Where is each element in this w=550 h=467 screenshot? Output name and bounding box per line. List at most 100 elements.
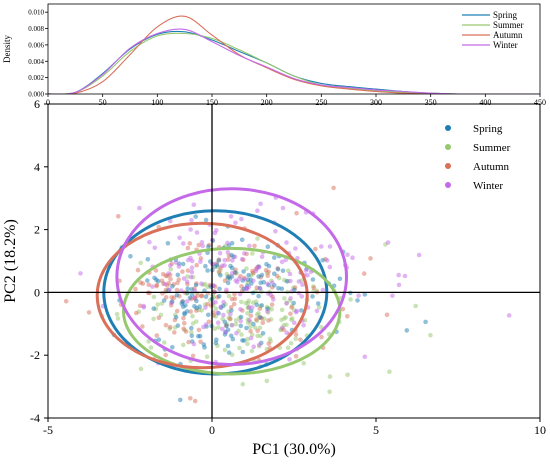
pca-point-winter	[265, 309, 270, 314]
density-x-ticks: 0 50 100 150 200 250 300 350 400 450	[46, 94, 546, 107]
pca-point-winter	[177, 235, 182, 241]
pca-point-spring	[152, 275, 157, 281]
pca-point-winter	[189, 258, 195, 264]
pca-point-autumn	[260, 320, 266, 326]
pca-point-winter	[217, 250, 223, 256]
pca-point-summer	[245, 341, 250, 347]
pca-point-winter	[168, 218, 173, 224]
pca-point-winter	[270, 280, 275, 286]
pca-point-summer	[146, 339, 151, 344]
pca-point-winter	[221, 299, 226, 305]
pca-point-winter	[194, 230, 200, 235]
pca-point-summer	[162, 340, 167, 345]
pca-point-winter	[288, 278, 293, 284]
pca-point-winter	[189, 217, 194, 223]
pca-point-winter	[350, 255, 355, 260]
pca-point-winter	[327, 244, 333, 249]
pca-point-spring	[151, 306, 156, 311]
pca-point-spring	[175, 323, 181, 328]
pca-point-winter	[162, 281, 168, 287]
pca-point-spring	[264, 261, 269, 267]
pca-point-summer	[222, 347, 228, 353]
pca-point-autumn	[135, 267, 141, 273]
pca-point-winter	[199, 281, 204, 287]
density-line-summer	[48, 32, 540, 94]
pca-point-spring	[145, 257, 151, 262]
pca-point-winter	[287, 271, 293, 277]
pca-point-autumn	[185, 245, 191, 251]
pca-point-spring	[175, 272, 181, 278]
pca-x-tick-label: -5	[43, 423, 53, 437]
pca-point-autumn	[231, 301, 237, 307]
pca-point-summer	[216, 325, 221, 330]
density-y-tick-label: 0.010	[28, 9, 44, 17]
pca-point-spring	[173, 315, 179, 320]
pca-point-autumn	[196, 327, 202, 333]
pca-point-autumn	[311, 285, 317, 291]
pca-point-autumn	[294, 210, 299, 216]
pca-point-winter	[234, 331, 239, 336]
pca-point-winter	[210, 300, 216, 306]
pca-point-summer	[288, 340, 294, 346]
pca-point-autumn	[174, 308, 180, 314]
density-y-tick-label: 0.004	[28, 58, 44, 66]
pca-point-spring	[194, 298, 199, 304]
pca-point-summer	[199, 308, 204, 313]
pca-point-spring	[275, 266, 281, 272]
pca-point-spring	[299, 308, 304, 313]
pca-point-winter	[305, 273, 310, 278]
pca-point-autumn	[188, 309, 193, 314]
pca-point-autumn	[175, 280, 180, 286]
pca-point-spring	[189, 333, 195, 339]
pca-point-summer	[190, 313, 195, 319]
pca-point-spring	[202, 345, 207, 350]
pca-point-summer	[244, 266, 249, 271]
pca-point-winter	[214, 228, 219, 233]
pca-point-spring	[251, 321, 256, 327]
pca-point-autumn	[116, 214, 121, 219]
pca-point-winter	[287, 357, 292, 362]
pca-point-spring	[193, 214, 198, 219]
pca-point-winter	[221, 312, 226, 318]
pca-point-spring	[218, 273, 223, 278]
pca-point-autumn	[163, 322, 169, 328]
pca-point-spring	[254, 302, 259, 308]
pca-point-winter	[251, 344, 256, 350]
pca-point-summer	[289, 317, 294, 322]
density-legend-label: Winter	[493, 40, 518, 50]
pca-point-winter	[273, 228, 278, 234]
pca-point-spring	[205, 250, 210, 256]
pca-point-winter	[238, 318, 243, 324]
pca-point-winter	[147, 239, 152, 245]
pca-point-summer	[252, 325, 258, 330]
pca-point-autumn	[160, 271, 166, 277]
pca-point-winter	[248, 335, 254, 341]
pca-point-spring	[256, 293, 261, 299]
pca-y-label: PC2 (18.2%)	[2, 219, 19, 303]
pca-point-summer	[301, 361, 307, 366]
pca-point-winter	[296, 279, 302, 284]
density-y-tick-label: 0.002	[28, 74, 44, 82]
pca-point-autumn	[146, 282, 152, 288]
pca-point-spring	[225, 280, 231, 286]
pca-point-spring	[189, 325, 194, 331]
pca-point-spring	[203, 294, 209, 300]
pca-point-spring	[355, 298, 360, 303]
pca-point-winter	[203, 305, 208, 310]
pca-point-autumn	[266, 318, 271, 323]
pca-point-autumn	[340, 306, 346, 312]
pca-point-spring	[225, 343, 231, 349]
pca-point-summer	[151, 294, 157, 300]
pca-point-summer	[151, 316, 156, 322]
pca-point-winter	[319, 244, 324, 249]
pca-point-spring	[272, 255, 277, 260]
pca-point-summer	[284, 322, 289, 328]
pca-point-autumn	[168, 276, 173, 282]
pca-point-summer	[413, 303, 419, 309]
pca-point-spring	[206, 244, 211, 249]
density-x-tick-label: 250	[315, 98, 327, 107]
pca-point-winter	[242, 276, 248, 282]
